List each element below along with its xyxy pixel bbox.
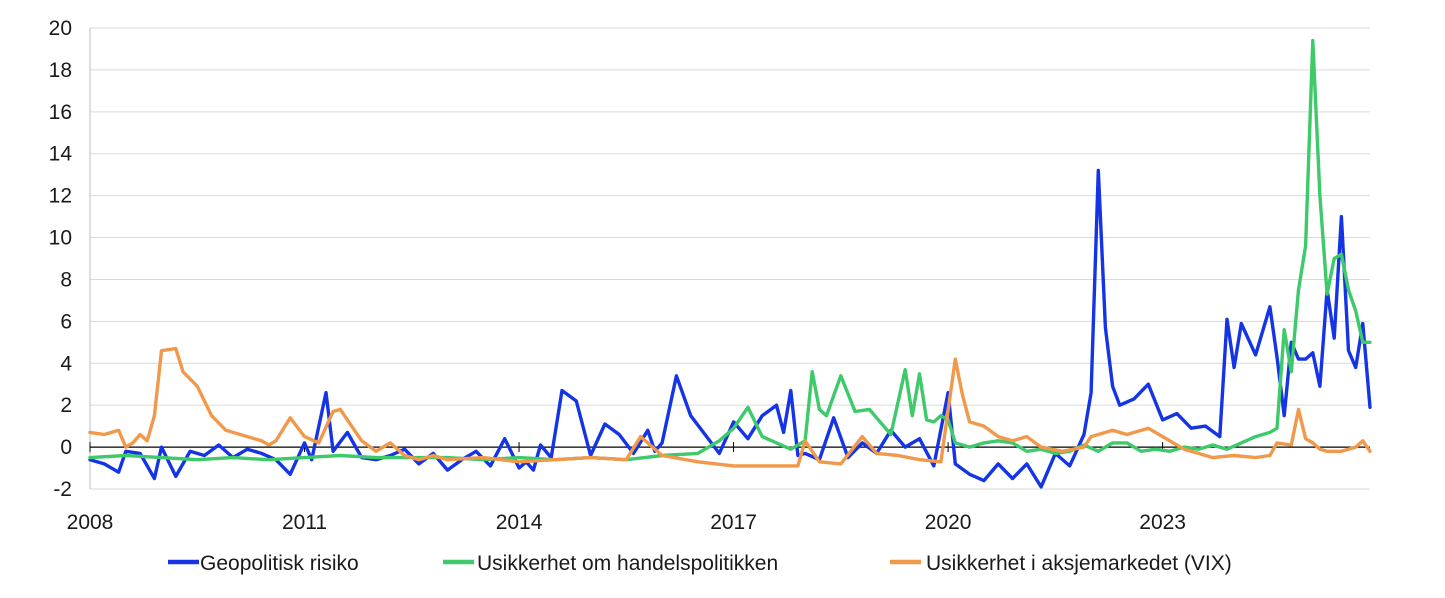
y-tick-label: 14 — [49, 143, 73, 166]
legend-label: Usikkerhet i aksjemarkedet (VIX) — [926, 552, 1232, 575]
series-line-0 — [88, 168, 1372, 489]
y-tick-label: 6 — [60, 310, 72, 333]
legend-label: Geopolitisk risiko — [200, 552, 359, 575]
x-tick-label: 2017 — [710, 511, 757, 534]
y-tick-label: -2 — [53, 478, 72, 501]
y-tick-label: 4 — [60, 352, 72, 375]
y-tick-label: 8 — [60, 268, 72, 291]
x-tick-label: 2020 — [925, 511, 972, 534]
y-tick-label: 12 — [49, 185, 72, 208]
y-tick-label: 2 — [60, 394, 72, 417]
grid-lines — [89, 27, 1370, 490]
x-tick-label: 2014 — [496, 511, 543, 534]
series-lines — [88, 38, 1372, 489]
y-tick-label: 20 — [49, 17, 72, 40]
series-line-1 — [88, 38, 1372, 462]
x-tick-label: 2011 — [282, 511, 327, 534]
legend-label: Usikkerhet om handelspolitikken — [477, 552, 778, 575]
legend: Geopolitisk risiko Usikkerhet om handelsp… — [168, 552, 1232, 575]
x-tick-label: 2008 — [67, 511, 114, 534]
y-tick-label: 10 — [49, 227, 72, 250]
y-tick-label: 18 — [49, 59, 72, 82]
x-axis-ticks: 2008 2011 2014 2017 2020 2023 — [67, 442, 1186, 534]
y-tick-label: 16 — [49, 101, 72, 124]
series-line-2 — [88, 346, 1372, 468]
y-tick-label: 0 — [60, 436, 72, 459]
x-tick-label: 2023 — [1139, 511, 1186, 534]
